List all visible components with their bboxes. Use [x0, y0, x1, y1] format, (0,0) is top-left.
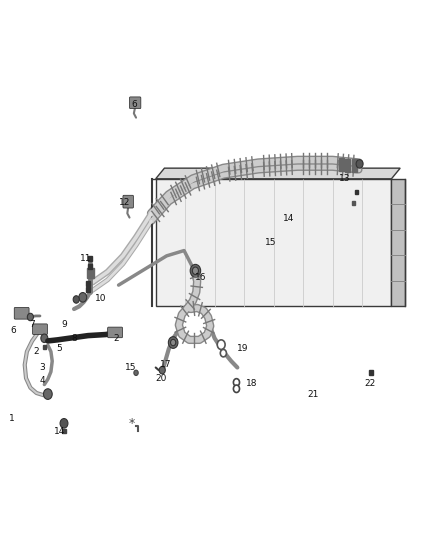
- Text: 16: 16: [195, 273, 206, 281]
- Circle shape: [159, 367, 165, 374]
- Text: 9: 9: [61, 320, 67, 329]
- Text: 21: 21: [307, 390, 318, 399]
- Text: 14: 14: [283, 214, 294, 223]
- FancyBboxPatch shape: [123, 195, 134, 208]
- Text: 14: 14: [54, 427, 65, 436]
- Bar: [88, 264, 92, 269]
- Bar: [352, 201, 355, 205]
- Text: 11: 11: [80, 254, 92, 263]
- Text: 3: 3: [39, 363, 45, 372]
- Circle shape: [190, 264, 201, 277]
- Text: 10: 10: [95, 294, 106, 303]
- Circle shape: [73, 296, 79, 303]
- FancyBboxPatch shape: [108, 327, 123, 338]
- Polygon shape: [155, 168, 400, 179]
- Circle shape: [27, 313, 33, 321]
- Text: 18: 18: [246, 379, 258, 388]
- Circle shape: [41, 334, 48, 343]
- FancyBboxPatch shape: [32, 324, 47, 335]
- Text: 1: 1: [9, 414, 14, 423]
- Text: 6: 6: [10, 326, 16, 335]
- Circle shape: [43, 389, 52, 399]
- Circle shape: [192, 267, 198, 274]
- Text: 15: 15: [265, 238, 276, 247]
- Text: 22: 22: [364, 379, 375, 388]
- Text: 12: 12: [120, 198, 131, 207]
- Text: 2: 2: [34, 347, 39, 356]
- Text: 19: 19: [237, 344, 249, 353]
- FancyBboxPatch shape: [130, 97, 141, 109]
- Text: 2: 2: [113, 334, 119, 343]
- Circle shape: [168, 337, 178, 349]
- Text: 13: 13: [339, 174, 350, 183]
- Bar: [339, 158, 344, 171]
- Polygon shape: [155, 179, 392, 306]
- Text: 4: 4: [39, 376, 45, 385]
- Text: 20: 20: [155, 374, 167, 383]
- Text: 15: 15: [125, 363, 137, 372]
- Circle shape: [60, 418, 68, 428]
- Bar: [86, 287, 90, 292]
- Bar: [345, 158, 350, 172]
- Bar: [63, 430, 66, 433]
- Bar: [355, 190, 358, 194]
- Circle shape: [134, 370, 138, 375]
- Bar: [352, 159, 357, 173]
- Text: 6: 6: [131, 100, 137, 109]
- Bar: [88, 256, 92, 261]
- Circle shape: [79, 293, 87, 302]
- Circle shape: [217, 340, 225, 350]
- Circle shape: [233, 378, 240, 386]
- Circle shape: [356, 160, 363, 168]
- Bar: [86, 281, 90, 286]
- Text: *: *: [128, 417, 135, 430]
- Circle shape: [233, 385, 240, 392]
- Circle shape: [170, 340, 176, 346]
- Circle shape: [220, 350, 226, 357]
- Bar: [369, 370, 373, 375]
- Text: 5: 5: [57, 344, 63, 353]
- Bar: [43, 345, 46, 349]
- Polygon shape: [392, 179, 405, 306]
- FancyBboxPatch shape: [14, 308, 29, 319]
- Text: 8: 8: [71, 334, 77, 343]
- Text: 7: 7: [29, 320, 35, 329]
- Bar: [87, 268, 94, 278]
- Text: 17: 17: [160, 360, 172, 369]
